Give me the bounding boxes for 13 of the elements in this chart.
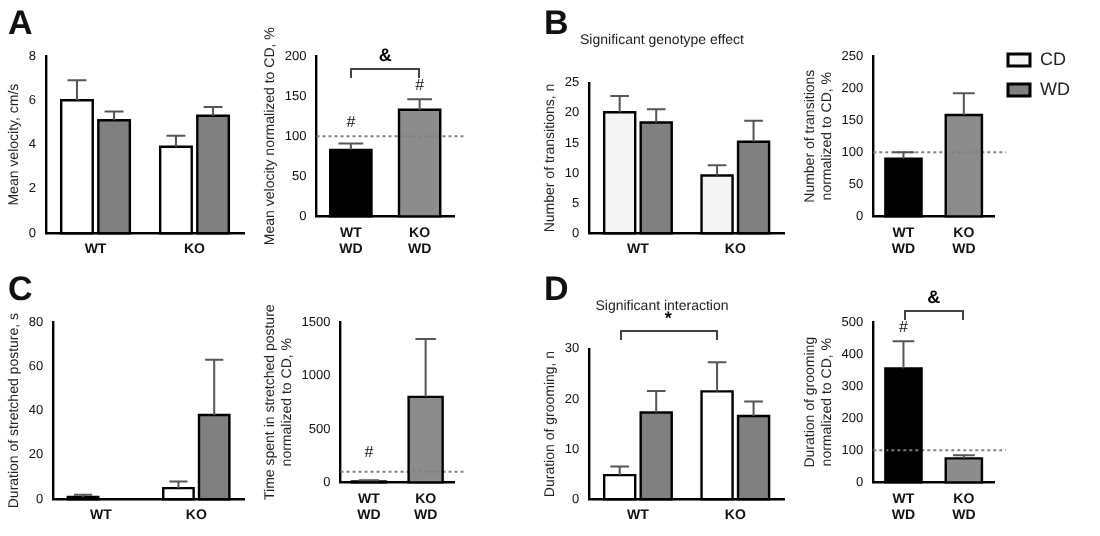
text: A (8, 4, 33, 43)
annotation: # (346, 112, 357, 131)
legend-label: WD (1040, 78, 1071, 99)
annotation: # (899, 317, 910, 336)
annotation: & (378, 45, 393, 66)
text: D (544, 270, 569, 309)
text: & (927, 287, 942, 308)
text: B (544, 4, 569, 43)
annotation: # (415, 75, 426, 94)
annotation: # (364, 442, 375, 461)
text: * (664, 308, 673, 329)
text: C (8, 270, 33, 309)
legend-label: CD (1040, 48, 1067, 69)
